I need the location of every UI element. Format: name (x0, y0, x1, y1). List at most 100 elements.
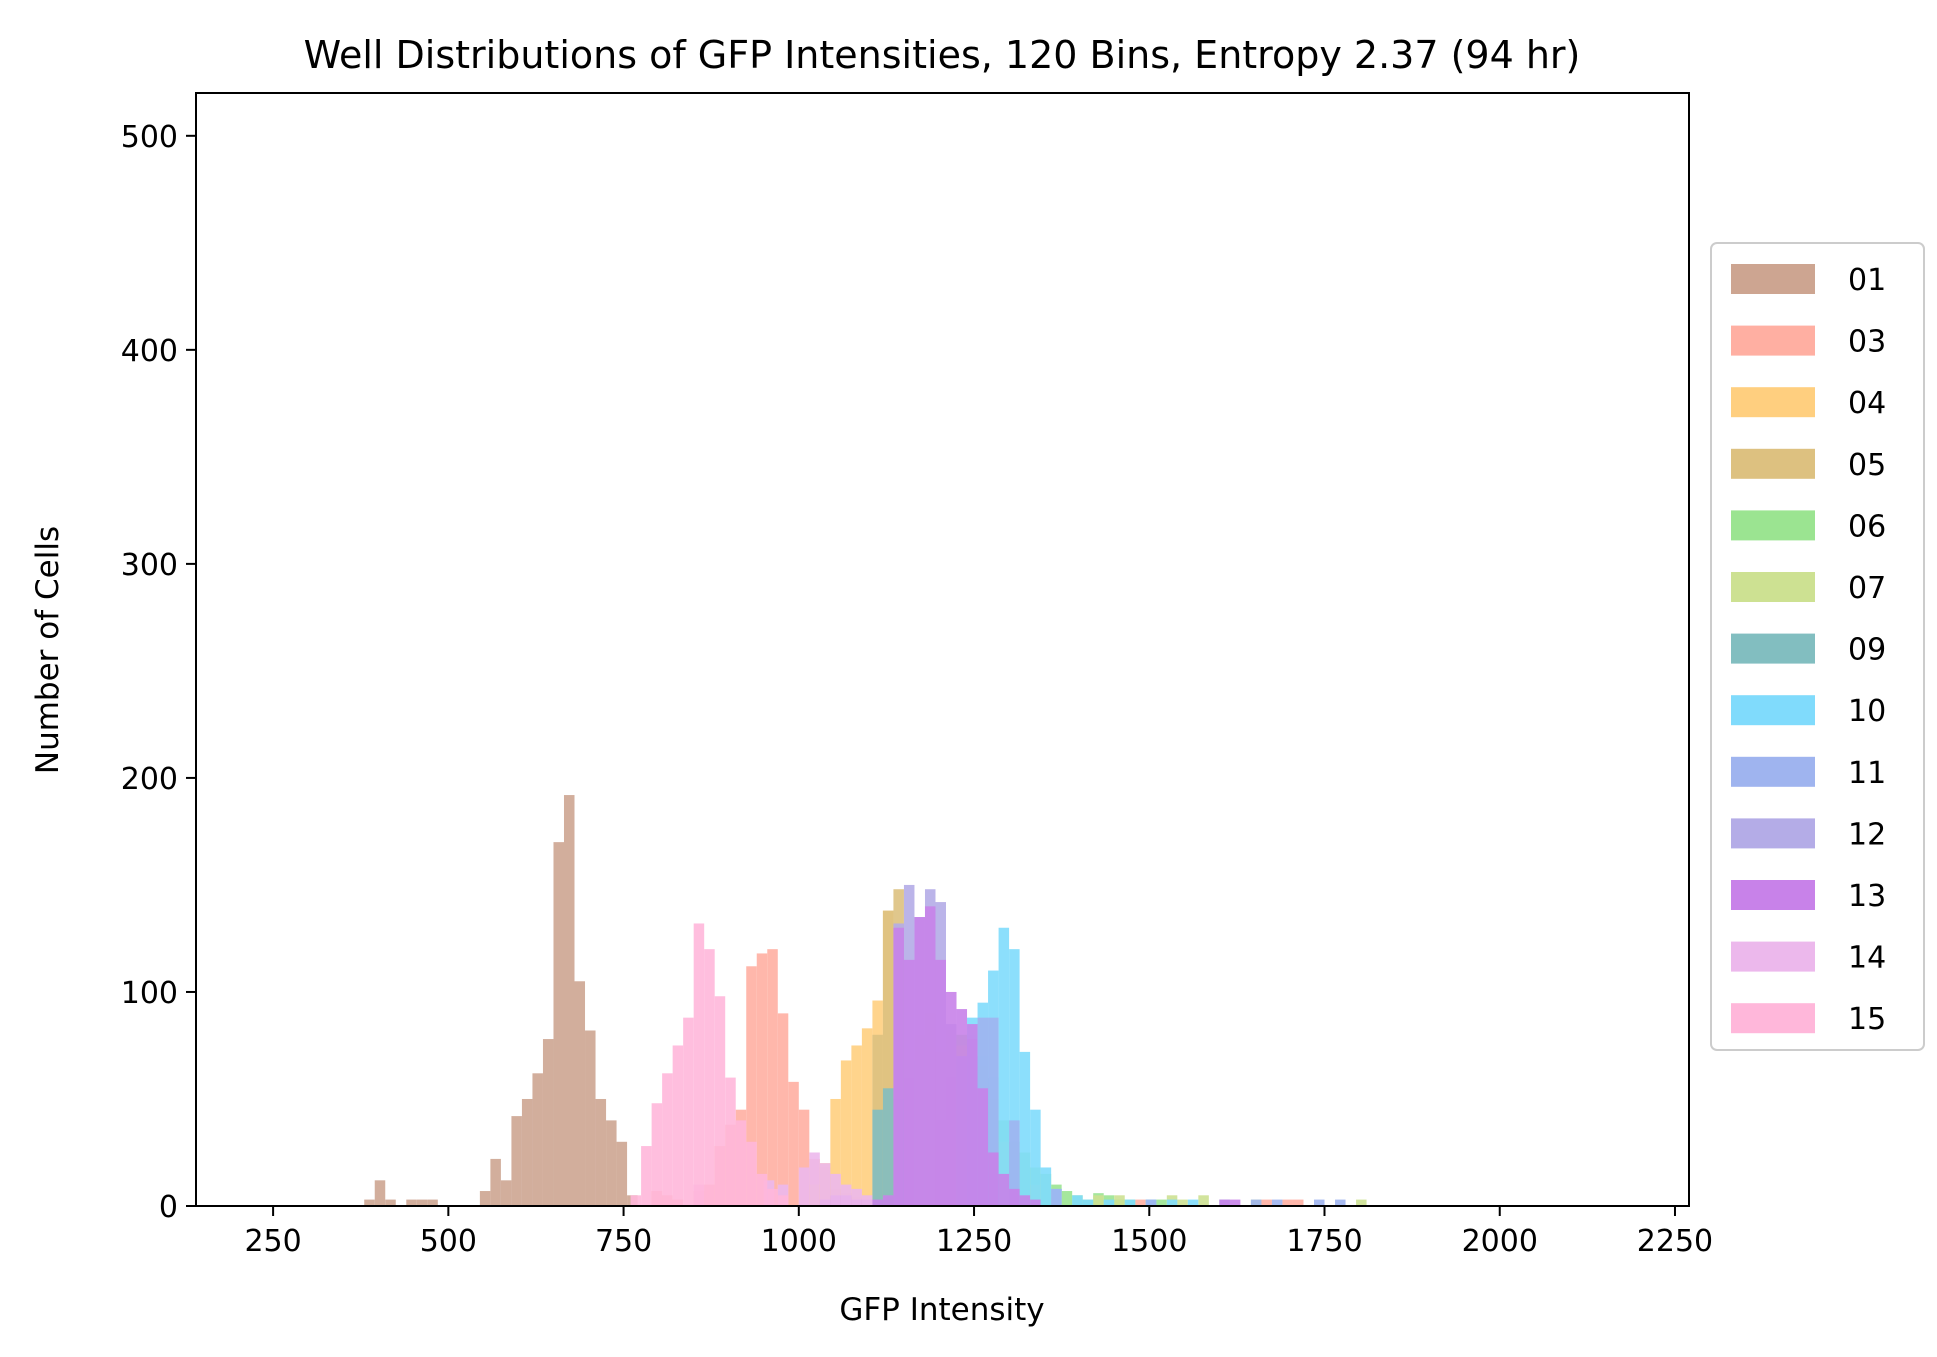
bar (988, 1017, 999, 1206)
bar (1019, 1051, 1031, 1206)
legend-entry-07: 07 (1731, 571, 1886, 606)
bar (532, 1073, 543, 1206)
x-tick-label: 750 (595, 1224, 652, 1259)
bar (416, 1199, 428, 1206)
bar (1030, 1109, 1041, 1206)
bar (840, 1060, 852, 1206)
bar (385, 1199, 396, 1206)
legend-entry-14: 14 (1731, 941, 1886, 976)
bar (861, 1028, 873, 1206)
x-tick-label: 1750 (1286, 1224, 1362, 1259)
bar (956, 1009, 968, 1206)
bar (725, 1077, 736, 1206)
bar (1282, 1199, 1293, 1206)
bar (756, 953, 768, 1206)
bar (861, 1195, 873, 1206)
bar (1156, 1199, 1167, 1206)
legend-entry-11: 11 (1731, 756, 1886, 791)
bar (767, 1188, 778, 1206)
x-axis: 250 500 750 1000 1250 1500 1750 2000 2250 (244, 1206, 1713, 1259)
legend-swatch (1731, 880, 1815, 910)
legend-label: 07 (1848, 571, 1886, 606)
bar (606, 1120, 617, 1206)
bar (872, 1109, 883, 1206)
bar (1335, 1199, 1346, 1206)
bar (914, 917, 925, 1206)
bar (1229, 1199, 1241, 1206)
bar (946, 991, 957, 1206)
chart-title: Well Distributions of GFP Intensities, 1… (304, 33, 1581, 77)
bar (364, 1199, 375, 1206)
bar (630, 1195, 642, 1206)
bar (1145, 1199, 1157, 1206)
bar (998, 927, 1010, 1206)
legend-label: 03 (1848, 325, 1886, 360)
bar (574, 981, 586, 1206)
legend-label: 01 (1848, 263, 1886, 298)
legend-label: 15 (1848, 1002, 1886, 1037)
y-tick-label: 500 (121, 120, 178, 155)
bar (1356, 1199, 1367, 1206)
bar (1051, 1188, 1062, 1206)
bar (809, 1152, 820, 1206)
legend-swatch (1731, 1003, 1815, 1034)
bar (1271, 1199, 1283, 1206)
y-tick-label: 300 (121, 548, 178, 583)
legend-entry-12: 12 (1731, 817, 1886, 852)
bar (1040, 1167, 1052, 1206)
bar (427, 1199, 438, 1206)
bar (830, 1098, 841, 1206)
bar (872, 1199, 883, 1206)
bar (1114, 1195, 1125, 1206)
y-tick-label: 200 (121, 762, 178, 797)
bar (882, 1195, 894, 1206)
bar (1314, 1199, 1325, 1206)
y-tick-label: 0 (159, 1190, 178, 1225)
x-axis-label: GFP Intensity (839, 1292, 1044, 1328)
x-tick-label: 2250 (1637, 1224, 1713, 1259)
y-axis-label: Number of Cells (30, 526, 66, 774)
bar (521, 1098, 533, 1206)
bar (988, 1152, 999, 1206)
legend-entry-10: 10 (1731, 694, 1886, 729)
bar (882, 910, 894, 1206)
plot-frame (195, 92, 1690, 1207)
bar (798, 1109, 810, 1206)
legend-label: 09 (1848, 633, 1886, 668)
bar (1250, 1199, 1262, 1206)
bar (893, 927, 904, 1206)
bar (1061, 1191, 1073, 1206)
x-tick-label: 250 (244, 1224, 301, 1259)
legend-entry-01: 01 (1731, 263, 1886, 298)
legend-swatch (1731, 448, 1815, 479)
bar (585, 1030, 596, 1206)
bar (1166, 1199, 1178, 1206)
bar (767, 949, 778, 1206)
series-15 (630, 923, 789, 1206)
legend-swatch (1731, 572, 1815, 602)
series-01 (364, 795, 638, 1206)
bar (406, 1199, 417, 1206)
legend-entry-06: 06 (1731, 509, 1886, 544)
bar (683, 1017, 694, 1206)
bar (924, 906, 936, 1206)
bar (998, 1173, 1010, 1206)
bar (882, 1088, 894, 1206)
bar (756, 1173, 768, 1206)
bar (851, 1045, 862, 1206)
x-tick-label: 2000 (1462, 1224, 1538, 1259)
bar (1009, 1120, 1020, 1206)
legend-entry-04: 04 (1731, 386, 1886, 421)
bar (542, 1039, 554, 1206)
legend-label: 14 (1848, 941, 1886, 976)
bar (563, 795, 575, 1206)
y-tick-label: 400 (121, 334, 178, 369)
bar (553, 842, 564, 1206)
bar (1009, 1188, 1020, 1206)
legend-swatch (1731, 264, 1815, 294)
bar (714, 996, 726, 1206)
bar (830, 1173, 841, 1206)
bar (1124, 1199, 1136, 1206)
bar (1135, 1199, 1146, 1206)
